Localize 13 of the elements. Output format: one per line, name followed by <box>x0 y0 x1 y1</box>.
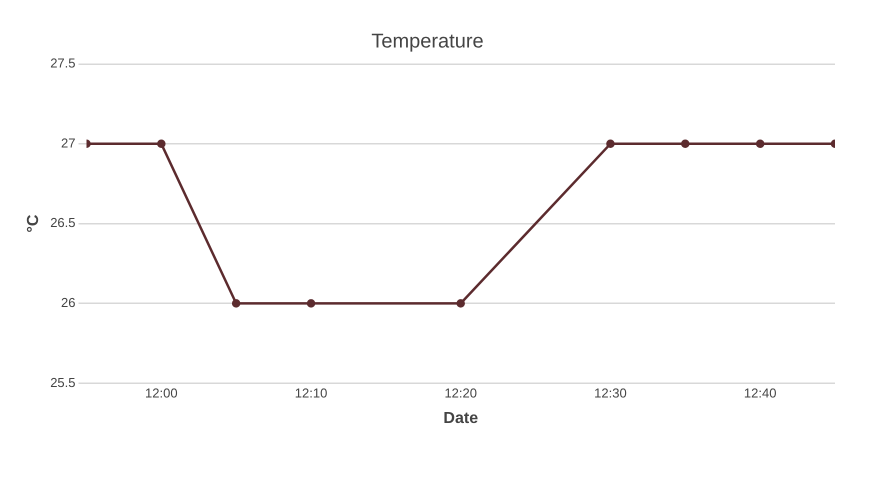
x-axis-title: Date <box>443 410 478 427</box>
x-tick-label: 12:10 <box>294 386 328 401</box>
x-tick-label: 12:20 <box>444 386 477 401</box>
y-tick-label: 25.5 <box>50 374 76 390</box>
y-tick-label: 27.5 <box>50 56 76 71</box>
y-tick-label: 26 <box>61 294 76 310</box>
x-tick-label: 12:00 <box>145 386 178 401</box>
x-tick-label: 12:30 <box>594 386 627 401</box>
y-tick-label: 27 <box>61 135 76 150</box>
chart-title: Temperature <box>371 30 484 53</box>
x-tick-label: 12:40 <box>744 386 776 401</box>
y-tick-label: 26.5 <box>50 215 76 230</box>
y-axis-title: °C <box>25 214 42 233</box>
